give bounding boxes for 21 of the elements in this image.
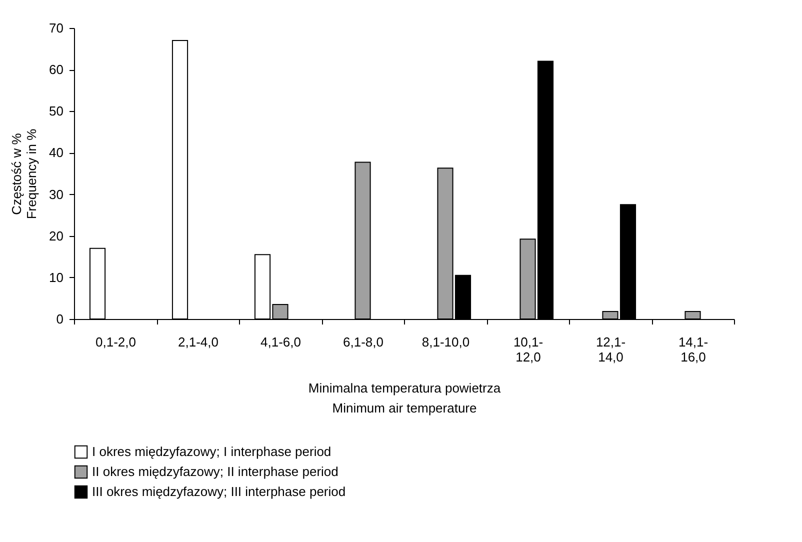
y-tick-label: 20: [49, 228, 64, 244]
legend-label: I okres międzyfazowy; I interphase period: [92, 444, 332, 459]
x-tick-label: 4,1-6,0: [260, 334, 301, 350]
legend-label: II okres międzyfazowy; II interphase period: [92, 464, 338, 479]
y-tick-label: 50: [49, 104, 64, 119]
x-tick-label: 2,1-4,0: [178, 334, 218, 350]
y-tick-label: 70: [49, 20, 64, 36]
legend-label: III okres międzyfazowy; III interphase period: [92, 484, 346, 499]
x-tick-label: 12,1-14,0: [596, 334, 626, 364]
x-axis-title: Minimalna temperatura powietrza Minimum air temperature: [308, 380, 502, 416]
x-tick-label: 0,1-2,0: [96, 334, 136, 350]
x-tick-label: 6,1-8,0: [343, 334, 384, 350]
x-tick-label: 8,1-10,0: [422, 334, 470, 350]
y-tick-label: 60: [49, 62, 64, 78]
y-tick-label: 10: [49, 270, 64, 285]
x-tick-label: 14,1-16,0: [678, 334, 708, 364]
y-axis-title: Częstość w % Frequency in %: [9, 128, 40, 220]
x-tick-label: 10,1-12,0: [513, 334, 544, 364]
y-tick-label: 30: [49, 186, 64, 202]
y-tick-label: 40: [49, 145, 64, 160]
y-tick-label: 0: [56, 312, 64, 326]
